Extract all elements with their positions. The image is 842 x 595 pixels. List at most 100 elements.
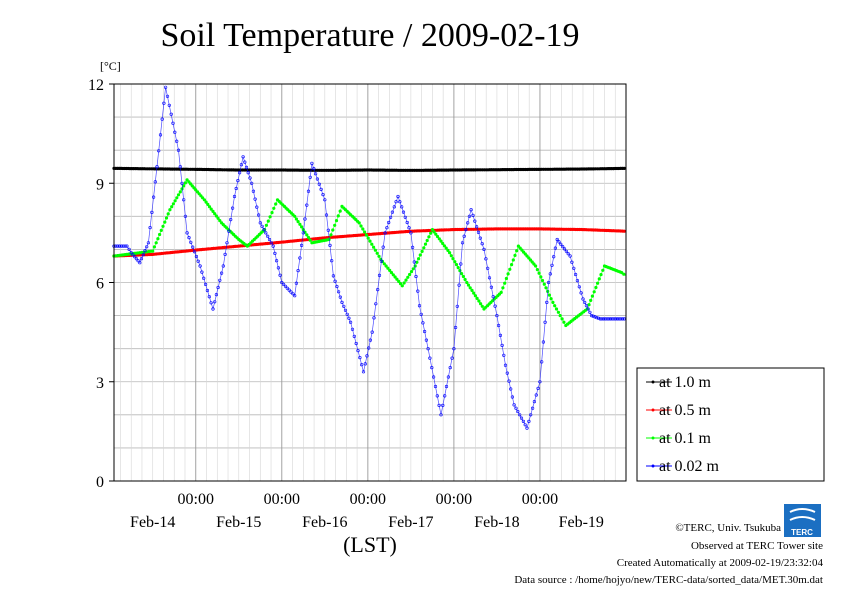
data-point <box>432 230 436 234</box>
data-point <box>503 363 508 367</box>
data-point <box>377 254 381 258</box>
data-point <box>315 177 320 181</box>
data-point <box>448 251 452 255</box>
data-point <box>294 217 299 221</box>
data-point <box>216 285 220 290</box>
data-point <box>272 206 276 210</box>
data-point <box>608 317 613 321</box>
data-point <box>590 294 595 298</box>
data-point <box>530 406 535 410</box>
data-point <box>152 245 156 249</box>
data-point <box>486 266 490 270</box>
x-tick-date-label: Feb-14 <box>130 514 175 531</box>
data-point <box>121 244 125 248</box>
data-point <box>429 231 433 235</box>
data-point <box>244 165 249 169</box>
data-point <box>584 304 589 308</box>
data-point <box>540 278 545 283</box>
data-point <box>323 198 327 202</box>
data-point <box>358 356 362 360</box>
data-point <box>453 260 457 264</box>
data-point <box>422 246 426 250</box>
data-point <box>361 370 366 374</box>
data-point <box>456 266 460 270</box>
data-point <box>622 166 626 170</box>
data-point <box>450 356 454 360</box>
data-point <box>513 253 517 257</box>
data-point <box>405 220 409 225</box>
legend-label: at 1.0 m <box>659 374 712 391</box>
data-point <box>129 251 133 255</box>
data-point <box>216 216 220 220</box>
data-point <box>338 209 342 213</box>
data-point <box>176 193 181 197</box>
data-point <box>229 218 233 222</box>
data-point <box>442 244 447 248</box>
data-point <box>270 211 274 215</box>
x-tick-date-label: Feb-18 <box>474 514 519 531</box>
data-point <box>402 281 406 285</box>
data-point <box>547 293 552 297</box>
data-point <box>505 371 509 375</box>
data-point <box>176 148 181 152</box>
data-point <box>542 282 546 286</box>
data-point <box>301 231 305 235</box>
data-point <box>561 245 565 249</box>
data-point <box>204 200 208 204</box>
data-point <box>271 244 275 248</box>
data-point <box>276 266 281 270</box>
data-point <box>198 264 202 268</box>
data-point <box>512 403 516 407</box>
data-point <box>589 314 594 318</box>
data-point <box>127 247 131 251</box>
data-point <box>415 260 419 264</box>
data-point <box>451 257 455 261</box>
data-point <box>452 347 456 351</box>
data-point <box>421 321 425 325</box>
data-point <box>187 236 191 240</box>
data-point <box>305 233 309 237</box>
data-point <box>264 223 269 227</box>
data-point <box>454 325 458 330</box>
x-tick-date-label: Feb-19 <box>559 514 604 531</box>
data-point <box>152 195 156 199</box>
data-point <box>595 316 599 320</box>
data-point <box>303 217 307 221</box>
data-point <box>209 207 213 211</box>
data-point <box>141 253 145 257</box>
data-point <box>209 301 213 305</box>
data-point <box>577 285 581 289</box>
data-point <box>335 284 339 289</box>
data-point <box>153 180 157 184</box>
data-point <box>330 259 334 263</box>
data-point <box>520 248 524 252</box>
data-point <box>336 214 340 218</box>
data-point <box>389 215 393 219</box>
data-point <box>619 317 623 321</box>
data-point <box>463 277 467 282</box>
data-point <box>506 272 510 276</box>
data-point <box>511 258 515 262</box>
data-point <box>136 259 140 263</box>
data-point <box>516 409 520 414</box>
data-point <box>326 228 330 232</box>
data-point <box>162 101 166 105</box>
data-point <box>258 221 262 225</box>
data-point <box>437 237 441 241</box>
data-point <box>386 266 390 270</box>
legend-label: at 0.5 m <box>659 402 712 419</box>
data-point <box>310 161 314 165</box>
data-point <box>213 212 217 216</box>
legend-box <box>636 367 825 482</box>
data-point <box>214 214 218 218</box>
data-point <box>589 298 593 303</box>
data-point <box>398 282 403 286</box>
data-point <box>460 272 464 276</box>
data-point <box>138 261 142 265</box>
data-point <box>283 284 288 288</box>
x-tick-time-label: 00:00 <box>436 491 472 508</box>
data-point <box>551 300 555 305</box>
data-point <box>614 317 618 321</box>
data-point <box>192 250 197 254</box>
data-point <box>568 254 572 258</box>
